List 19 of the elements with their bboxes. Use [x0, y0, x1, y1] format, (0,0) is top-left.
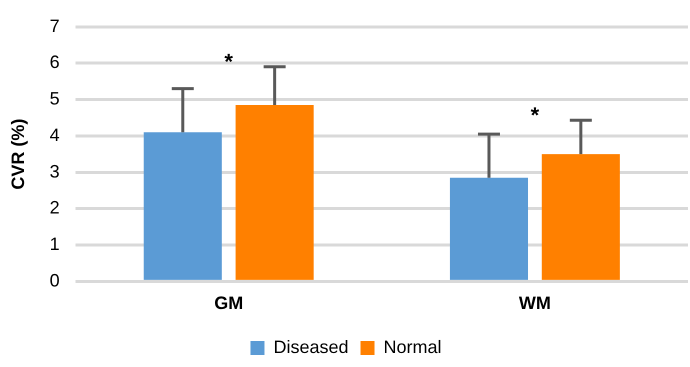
annotation: *	[224, 48, 234, 74]
bar	[542, 154, 620, 280]
y-tick-label: 4	[50, 124, 60, 145]
y-tick-label: 1	[50, 234, 60, 254]
y-tick-label: 3	[50, 161, 60, 182]
x-tick-label: GM	[214, 293, 244, 314]
y-tick-label: 2	[50, 198, 60, 218]
y-tick-label: 5	[50, 88, 60, 109]
y-tick-label: 6	[50, 52, 60, 72]
y-axis-title: CVR (%)	[8, 118, 28, 190]
y-tick-label: 0	[50, 270, 60, 290]
bar	[450, 178, 528, 280]
annotation: *	[530, 102, 540, 128]
bar	[236, 105, 314, 280]
bar	[144, 132, 222, 280]
legend-label: Diseased	[273, 336, 349, 357]
x-tick-label: WM	[518, 293, 551, 314]
y-tick-label: 7	[50, 16, 60, 36]
legend-label: Normal	[384, 336, 442, 357]
